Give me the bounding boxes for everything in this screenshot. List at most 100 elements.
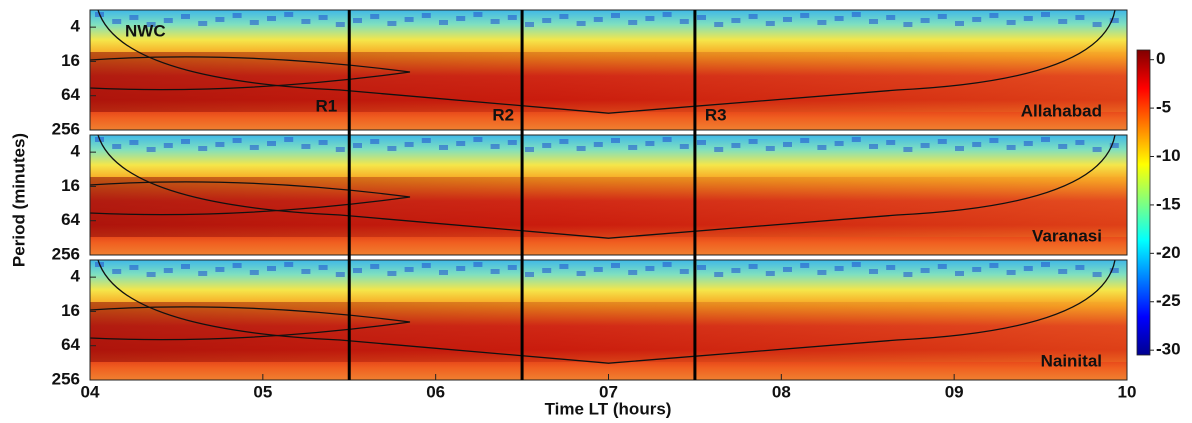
- cone-of-influence: [97, 259, 1116, 364]
- heatmap-speckle: [903, 147, 913, 152]
- colorbar-tick-label: -20: [1156, 243, 1181, 262]
- panel-label: Allahabad: [1021, 101, 1102, 120]
- heatmap-speckle: [920, 18, 930, 23]
- y-tick-label: 16: [61, 301, 80, 320]
- heatmap-speckle: [869, 19, 878, 24]
- heatmap-speckle: [404, 17, 414, 22]
- heatmap-speckle: [611, 138, 620, 143]
- y-tick-label: 64: [61, 335, 80, 354]
- heatmap-speckle: [215, 17, 225, 22]
- panel-frame: [89, 134, 1128, 256]
- heatmap-shade: [90, 52, 1127, 112]
- heatmap-speckle: [662, 12, 672, 17]
- heatmap-speckle: [576, 21, 586, 26]
- heatmap-speckle: [525, 22, 534, 27]
- heatmap-speckle: [834, 266, 844, 271]
- heatmap-speckle: [163, 268, 173, 273]
- heatmap-speckle: [559, 139, 569, 144]
- heatmap-speckle: [731, 268, 741, 273]
- cone-of-influence: [97, 9, 1116, 114]
- heatmap-speckle: [198, 21, 208, 26]
- heatmap-speckle: [1041, 12, 1050, 17]
- heatmap-speckle: [456, 16, 466, 21]
- heatmap-speckle: [198, 271, 208, 276]
- heatmap-speckle: [215, 142, 225, 147]
- heatmap-speckle: [387, 146, 397, 151]
- heatmap-speckle: [1075, 15, 1085, 20]
- panel-label: Varanasi: [1032, 226, 1102, 245]
- heatmap-speckle: [628, 20, 638, 25]
- heatmap-speckle: [198, 146, 208, 151]
- heatmap-speckle: [559, 14, 569, 19]
- heatmap-speckle: [628, 145, 638, 150]
- heatmap-speckle: [662, 137, 672, 142]
- heatmap-speckle: [817, 270, 827, 275]
- annotation: R2: [492, 105, 514, 124]
- heatmap-speckle: [1109, 18, 1119, 23]
- heatmap-speckle: [989, 263, 999, 268]
- heatmap-speckle: [1041, 137, 1050, 142]
- heatmap-speckle: [301, 19, 311, 24]
- heatmap-speckle: [353, 268, 362, 273]
- heatmap-speckle: [525, 147, 534, 152]
- heatmap-speckle: [765, 271, 775, 276]
- heatmap-speckle: [335, 272, 345, 277]
- x-tick-label: 09: [945, 382, 964, 401]
- heatmap-speckle: [181, 264, 190, 269]
- heatmap-speckle: [783, 17, 792, 22]
- heatmap-speckle: [1023, 141, 1033, 146]
- heatmap-speckle: [318, 15, 328, 20]
- heatmap-speckle: [869, 144, 878, 149]
- heatmap-speckle: [1006, 20, 1016, 25]
- heatmap-speckle: [1058, 269, 1068, 274]
- heatmap-speckle: [783, 267, 792, 272]
- heatmap-speckle: [181, 14, 190, 19]
- heatmap-speckle: [817, 145, 827, 150]
- heatmap-shade: [90, 302, 1127, 362]
- heatmap-speckle: [662, 262, 672, 267]
- heatmap-speckle: [129, 265, 139, 270]
- colorbar-tick-label: -30: [1156, 340, 1181, 359]
- heatmap-speckle: [851, 262, 861, 267]
- heatmap-speckle: [1075, 140, 1085, 145]
- heatmap-speckle: [112, 19, 122, 24]
- heatmap-speckle: [851, 137, 861, 142]
- heatmap-speckle: [903, 272, 913, 277]
- heatmap-speckle: [593, 17, 603, 22]
- heatmap-speckle: [834, 141, 844, 146]
- heatmap-speckle: [146, 147, 156, 152]
- heatmap-speckle: [697, 140, 706, 145]
- heatmap-speckle: [146, 272, 156, 277]
- heatmap-speckle: [1006, 145, 1016, 150]
- panel-label: Nainital: [1041, 351, 1102, 370]
- heatmap-speckle: [146, 22, 156, 27]
- heatmap-speckle: [869, 269, 878, 274]
- heatmap-speckle: [370, 139, 380, 144]
- y-tick-label: 256: [52, 119, 80, 138]
- heatmap-speckle: [972, 142, 982, 147]
- x-tick-label: 04: [81, 382, 100, 401]
- y-tick-label: 16: [61, 51, 80, 70]
- heatmap-speckle: [937, 139, 947, 144]
- heatmap-speckle: [765, 21, 775, 26]
- heatmap-speckle: [645, 16, 655, 21]
- heatmap-speckle: [989, 13, 999, 18]
- heatmap-speckle: [628, 270, 638, 275]
- heatmap-speckle: [404, 142, 414, 147]
- heatmap-speckle: [318, 140, 328, 145]
- heatmap-speckle: [163, 18, 173, 23]
- heatmap-speckle: [834, 16, 844, 21]
- heatmap-speckle: [439, 20, 448, 25]
- heatmap-speckle: [232, 138, 242, 143]
- heatmap-speckle: [507, 140, 517, 145]
- y-tick-label: 64: [61, 85, 80, 104]
- heatmap-speckle: [972, 17, 982, 22]
- heatmap-speckle: [851, 12, 861, 17]
- significance-contour: [89, 181, 411, 216]
- heatmap-speckle: [525, 272, 534, 277]
- heatmap-speckle: [886, 15, 896, 20]
- heatmap-speckle: [765, 146, 775, 151]
- significance-contour: [89, 306, 411, 341]
- heatmap-speckle: [507, 15, 517, 20]
- heatmap-speckle: [1058, 19, 1068, 24]
